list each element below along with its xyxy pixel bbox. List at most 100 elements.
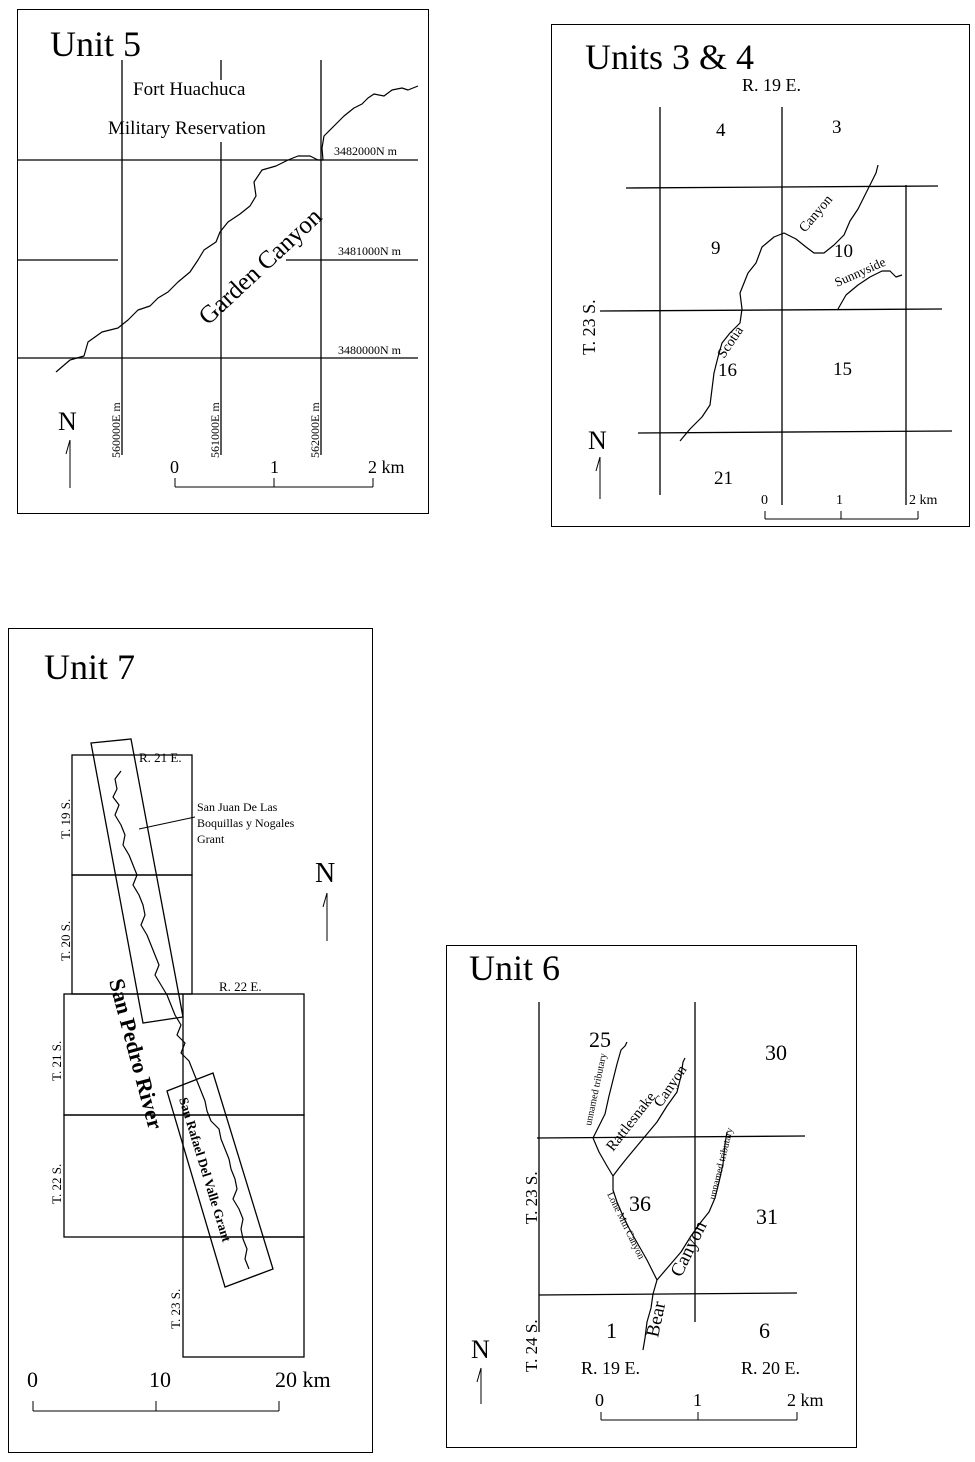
unnamed-tributary-west-label: unnamed tributary [583, 1052, 609, 1126]
unit5-scale-0: 0 [170, 457, 179, 477]
section-25: 25 [589, 1027, 611, 1052]
units34-scale-1: 1 [836, 493, 843, 508]
bear-canyon-stream [642, 1279, 658, 1351]
units34-scale-bar [764, 511, 919, 520]
unit5-scale-2: 2 km [368, 457, 405, 477]
units34-north-arrow-head [595, 456, 601, 472]
units34-hline-1 [625, 185, 939, 189]
easting-label-561000: 561000E m [208, 402, 222, 458]
bear-label: Bear [642, 1299, 670, 1339]
units34-scale-2: 2 km [909, 493, 938, 508]
unit6-r19e-label: R. 19 E. [581, 1358, 640, 1378]
sunnyside-canyon-stream [837, 270, 903, 310]
rattlesnake-canyon-stream [592, 1057, 686, 1177]
easting-label-560000: 560000E m [109, 402, 123, 458]
scotia-canyon-stream [679, 164, 879, 442]
unit5-north-label: N [58, 407, 77, 436]
unnamed-tributary-east [656, 1131, 728, 1281]
section-36: 36 [629, 1191, 651, 1216]
township-t20s [71, 874, 193, 995]
reservation-label-1: Fort Huachuca [133, 79, 246, 100]
unit6-canyon-label: Canyon [667, 1217, 712, 1280]
reservation-label-2: Military Reservation [108, 118, 266, 139]
northing-label-3481000: 3481000N m [338, 244, 402, 258]
san-juan-grant-label-3: Grant [197, 832, 225, 846]
units34-hline-2 [599, 308, 943, 312]
section-3: 3 [832, 117, 842, 138]
rattlesnake-canyon-label: Canyon [651, 1062, 691, 1110]
san-juan-grant-label-1: San Juan De Las [197, 800, 278, 814]
t19s-label: T. 19 S. [58, 799, 73, 839]
garden-canyon-label: Garden Canyon [194, 203, 328, 331]
units34-map: Units 3 & 4 R. 19 E. 4 3 9 10 16 15 21 T… [551, 24, 970, 527]
san-juan-grant-leader [138, 816, 196, 830]
northing-label-3480000: 3480000N m [338, 343, 402, 357]
unit6-scale-1: 1 [693, 1390, 702, 1410]
units34-township-label: T. 23 S. [579, 299, 599, 355]
township-t23s [182, 1236, 305, 1358]
san-juan-grant-label-2: Boquillas y Nogales [197, 816, 295, 830]
san-rafael-grant-boundary [166, 1072, 274, 1288]
unit6-hline-2 [538, 1292, 798, 1296]
section-16: 16 [718, 360, 737, 381]
unnamed-tributary-west [592, 1041, 628, 1139]
units34-svg: Units 3 & 4 R. 19 E. 4 3 9 10 16 15 21 T… [579, 37, 953, 520]
unit7-map: Unit 7 R. 21 E. R. 22 E. T. 19 S. T. 20 … [8, 628, 373, 1453]
unit6-scale-bar [600, 1412, 798, 1421]
unit6-r20e-label: R. 20 E. [741, 1358, 800, 1378]
section-10: 10 [834, 241, 853, 262]
easting-label-562000: 562000E m [308, 402, 322, 458]
unit5-north-arrow-head [65, 439, 71, 455]
t23s-label: T. 23 S. [168, 1289, 183, 1329]
lone-mtn-canyon-stream [612, 1176, 658, 1281]
t21s-label: T. 21 S. [49, 1041, 64, 1081]
unit5-map: Unit 5 Fort Huachuca Military Reservatio… [17, 9, 429, 514]
rattlesnake-label: Rattlesnake [604, 1089, 660, 1154]
range-22e-label: R. 22 E. [219, 979, 262, 994]
unit6-title: Unit 6 [469, 948, 560, 988]
section-30: 30 [765, 1040, 787, 1065]
unit6-hline-1 [536, 1135, 806, 1139]
unit6-t24s-label: T. 24 S. [522, 1319, 541, 1372]
unit5-title: Unit 5 [50, 24, 141, 64]
unit7-scale-20: 20 km [275, 1367, 331, 1392]
unit6-t23s-label: T. 23 S. [522, 1171, 541, 1224]
unit6-map: Unit 6 25 30 36 31 1 6 T. 23 S. T. 24 S.… [446, 945, 857, 1448]
units34-scale-0: 0 [761, 493, 768, 508]
range-21e-label: R. 21 E. [139, 750, 182, 765]
units34-canyon-label: Canyon [797, 193, 836, 236]
san-juan-grant-boundary [90, 738, 184, 1024]
section-9: 9 [711, 238, 721, 259]
san-pedro-river-label: San Pedro River [104, 976, 168, 1132]
section-21: 21 [714, 468, 733, 489]
units34-range-label: R. 19 E. [742, 75, 801, 95]
unnamed-tributary-east-label: unnamed tributary [707, 1127, 735, 1201]
unit6-scale-2: 2 km [787, 1390, 824, 1410]
unit7-title: Unit 7 [44, 647, 135, 687]
unit7-scale-0: 0 [27, 1367, 38, 1392]
unit6-scale-0: 0 [595, 1390, 604, 1410]
units34-title: Units 3 & 4 [585, 37, 754, 77]
unit5-scale-1: 1 [270, 457, 279, 477]
section-15: 15 [833, 359, 852, 380]
unit6-north-label: N [471, 1335, 490, 1364]
t20s-label: T. 20 S. [58, 921, 73, 961]
unit5-scale-bar [174, 478, 374, 488]
scotia-label: Scotia [715, 323, 747, 361]
unit7-scale-bar [32, 1401, 280, 1412]
unit6-svg: Unit 6 25 30 36 31 1 6 T. 23 S. T. 24 S.… [469, 948, 824, 1421]
t22s-label: T. 22 S. [49, 1164, 64, 1204]
section-1: 1 [606, 1318, 617, 1343]
townships-t22s [63, 1114, 305, 1238]
section-6: 6 [759, 1318, 770, 1343]
section-4: 4 [716, 120, 726, 141]
units34-hline-3 [637, 430, 953, 434]
unit7-north-label: N [315, 858, 335, 889]
san-pedro-river [112, 770, 250, 1270]
section-31: 31 [756, 1204, 778, 1229]
northing-label-3482000: 3482000N m [334, 144, 398, 158]
garden-canyon-stream [55, 85, 419, 373]
township-t19s [71, 754, 193, 876]
unit5-svg: Unit 5 Fort Huachuca Military Reservatio… [18, 24, 419, 488]
unit6-north-arrow-head [476, 1367, 482, 1383]
